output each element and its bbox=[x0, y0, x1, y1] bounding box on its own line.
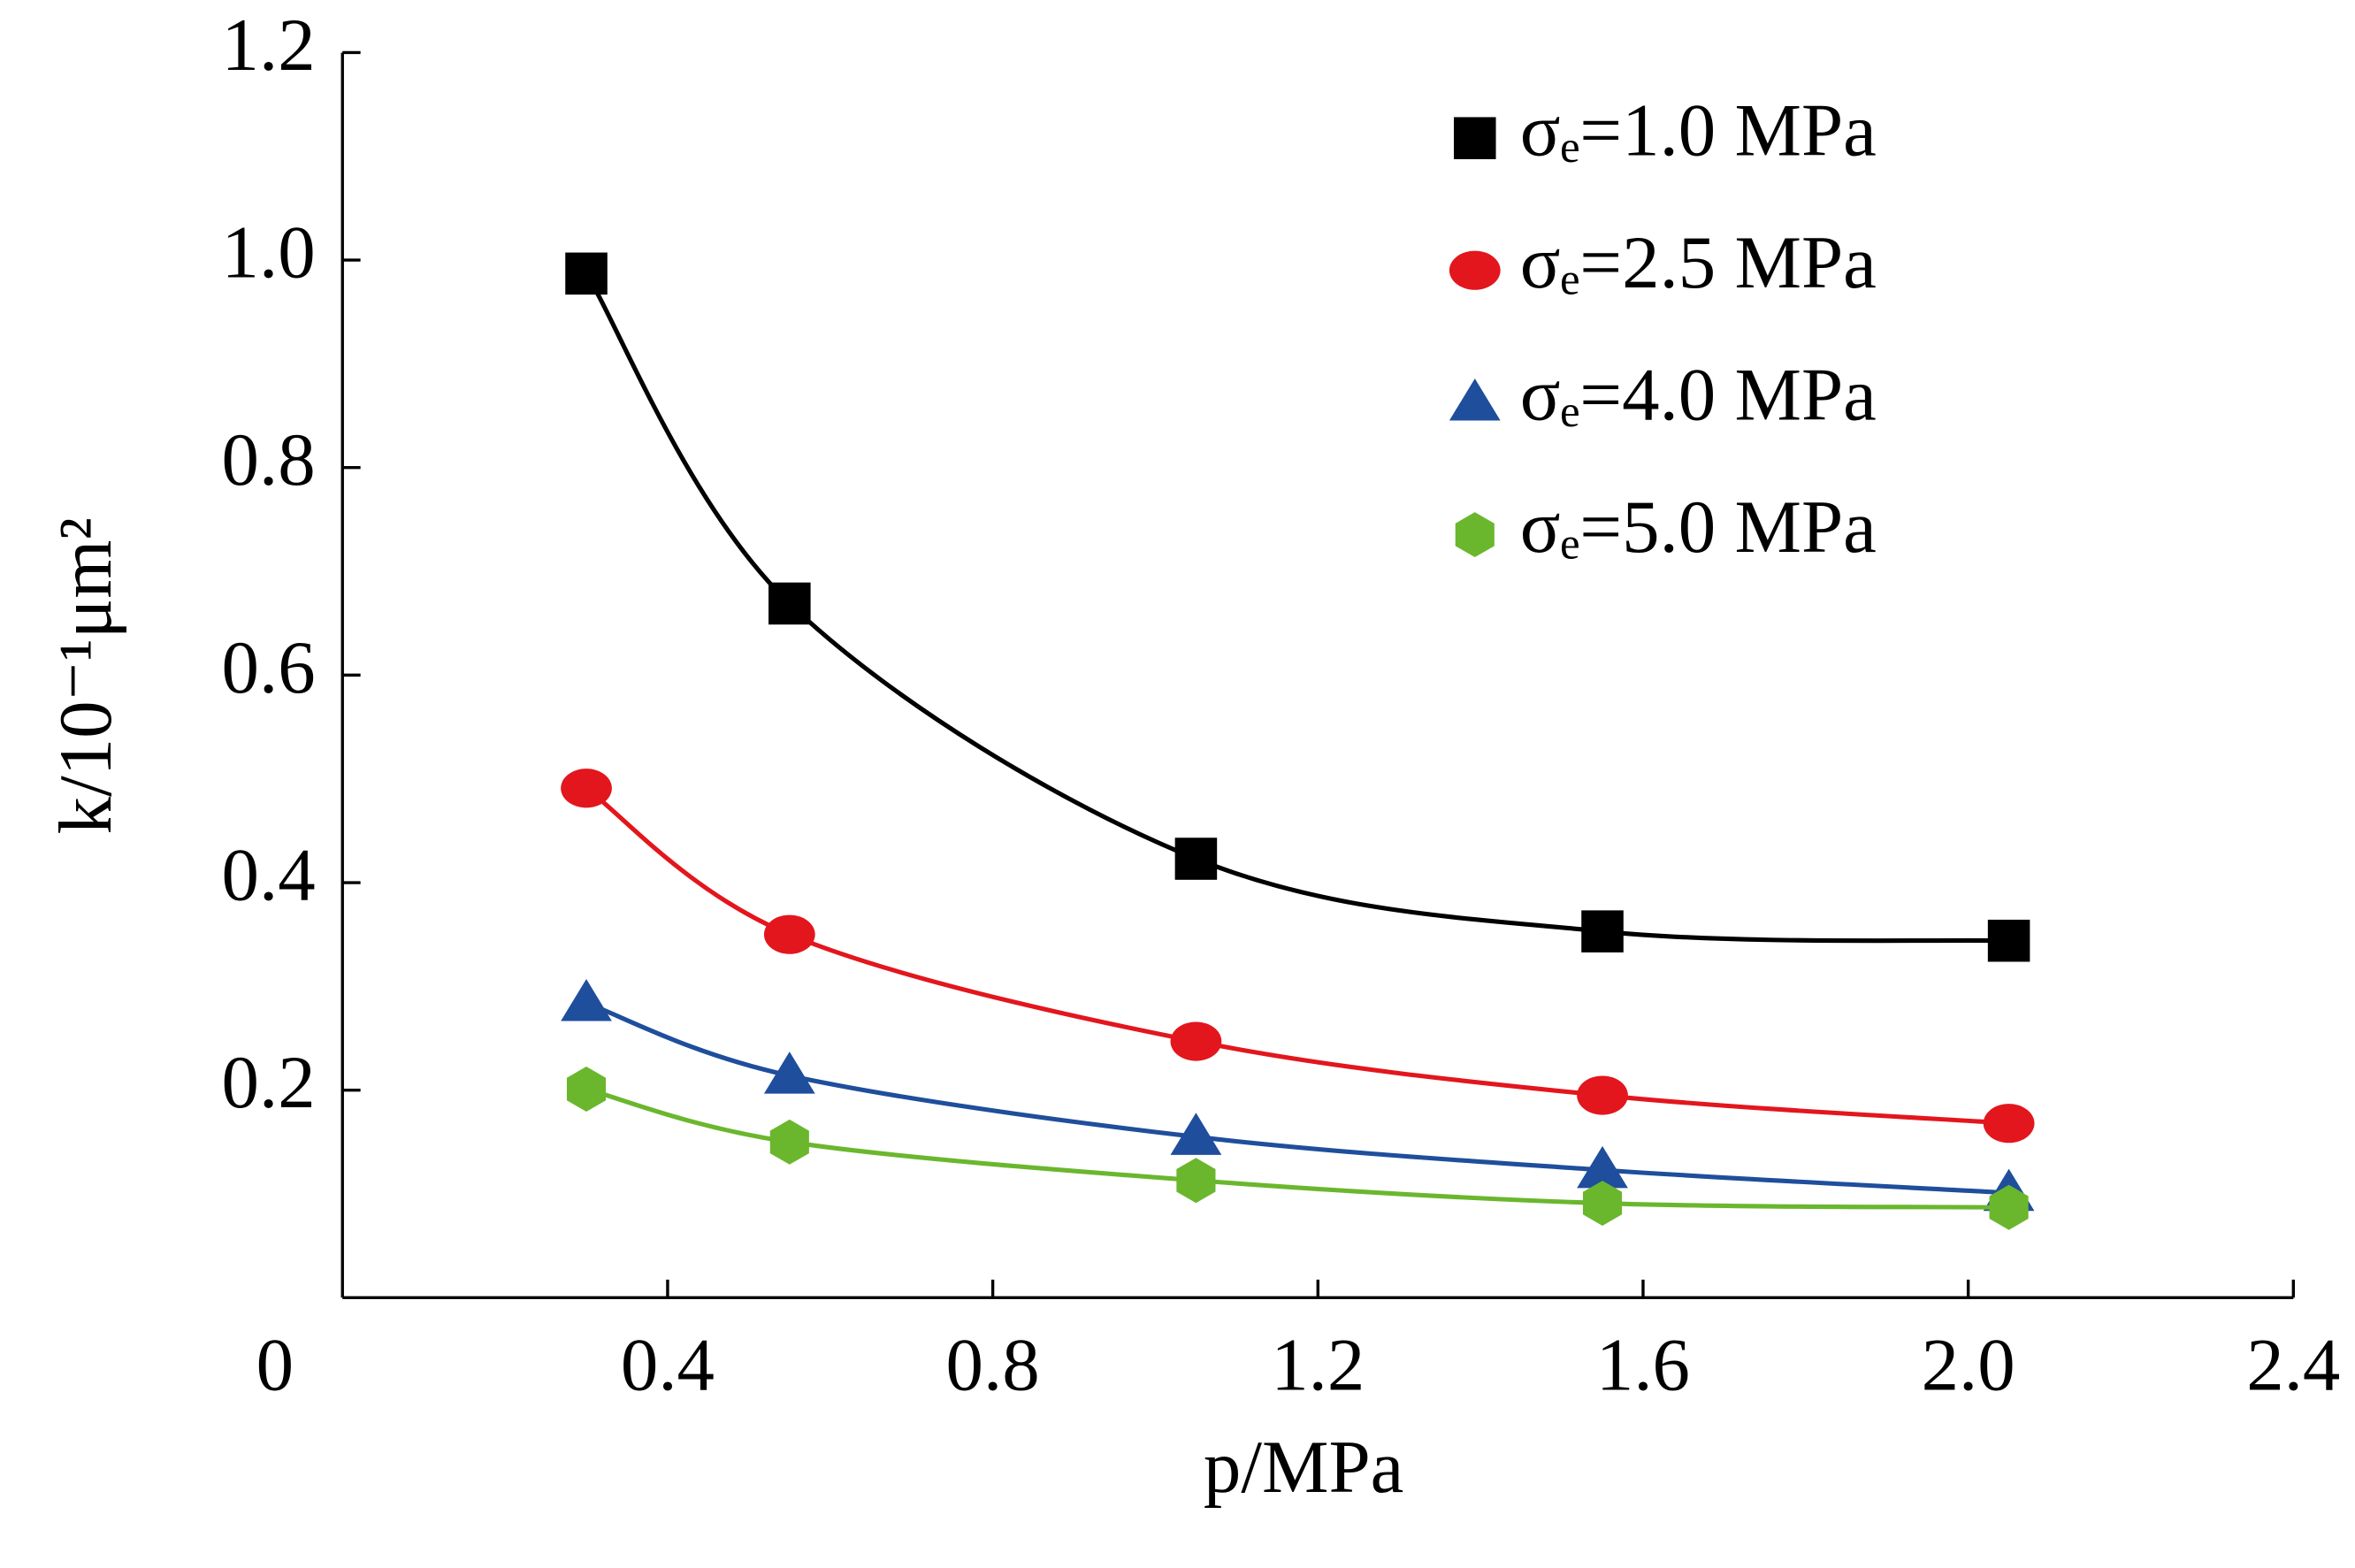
y-tick-label: 1.0 bbox=[222, 211, 316, 294]
legend-marker bbox=[1449, 378, 1501, 421]
data-point bbox=[566, 1067, 607, 1112]
data-point bbox=[1170, 1021, 1222, 1061]
y-tick-label: 0.2 bbox=[222, 1041, 316, 1124]
x-tick-label: 0.4 bbox=[621, 1324, 715, 1407]
x-tick-label: 2.4 bbox=[2246, 1324, 2340, 1407]
legend-label: σₑ=5.0 MPa bbox=[1520, 486, 1877, 569]
data-point bbox=[1174, 838, 1218, 880]
data-point bbox=[1581, 910, 1624, 952]
legend-marker bbox=[1449, 250, 1501, 290]
data-point bbox=[1170, 1113, 1222, 1155]
data-point bbox=[769, 1119, 809, 1165]
data-point bbox=[763, 1052, 815, 1094]
data-point bbox=[1983, 1104, 2035, 1143]
x-tick-label: 2.0 bbox=[1922, 1324, 2015, 1407]
y-tick-label: 0.4 bbox=[222, 834, 316, 917]
legend-label: σₑ=4.0 MPa bbox=[1520, 354, 1877, 437]
data-point bbox=[1176, 1158, 1216, 1204]
y-tick-label: 0.6 bbox=[222, 626, 316, 709]
data-point bbox=[561, 978, 612, 1021]
x-tick-label: 0.8 bbox=[946, 1324, 1040, 1407]
x-tick-label: 1.2 bbox=[1271, 1324, 1365, 1407]
legend-marker bbox=[1453, 117, 1496, 160]
y-tick-label: 0.8 bbox=[222, 418, 316, 501]
data-point bbox=[1577, 1075, 1628, 1115]
y-axis-label: k/10⁻¹μm² bbox=[44, 517, 127, 834]
data-point bbox=[561, 769, 612, 808]
data-point bbox=[763, 914, 815, 954]
legend-label: σₑ=2.5 MPa bbox=[1520, 221, 1877, 304]
data-point bbox=[1582, 1181, 1623, 1227]
data-point bbox=[565, 252, 608, 295]
legend-label: σₑ=1.0 MPa bbox=[1520, 89, 1877, 172]
fit-curve bbox=[585, 1087, 2009, 1210]
fit-curve bbox=[585, 1000, 2009, 1196]
x-axis-label: p/MPa bbox=[1204, 1426, 1403, 1509]
data-point bbox=[1987, 919, 2030, 962]
x-tick-label: 1.6 bbox=[1596, 1324, 1690, 1407]
data-point bbox=[768, 582, 811, 625]
y-tick-label: 1.2 bbox=[222, 4, 316, 87]
data-point bbox=[1577, 1145, 1628, 1189]
data-point bbox=[1989, 1184, 2029, 1230]
legend-marker bbox=[1455, 512, 1495, 558]
x-tick-label: 0 bbox=[256, 1324, 294, 1407]
